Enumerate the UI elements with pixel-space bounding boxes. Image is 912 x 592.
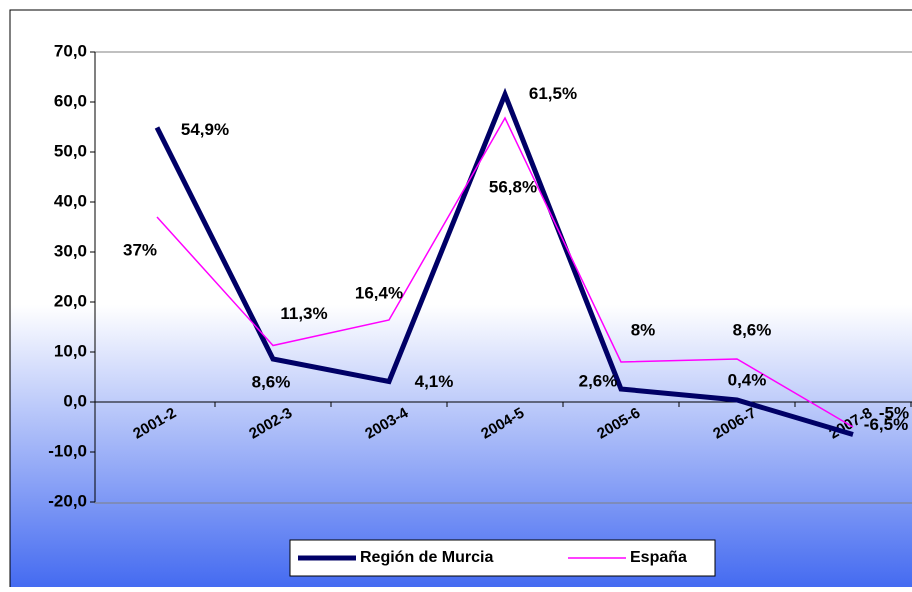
y-tick-label: 30,0 bbox=[54, 241, 87, 260]
data-label: 8,6% bbox=[252, 372, 291, 391]
y-tick-label: -10,0 bbox=[48, 441, 87, 460]
legend-label: España bbox=[630, 549, 687, 566]
y-tick-label: 60,0 bbox=[54, 91, 87, 110]
series-line bbox=[156, 116, 854, 428]
data-label: 56,8% bbox=[489, 177, 537, 196]
data-label: 8,6% bbox=[733, 320, 772, 339]
data-label: 61,5% bbox=[529, 84, 577, 103]
data-label: 54,9% bbox=[181, 120, 229, 139]
y-tick-label: 0,0 bbox=[63, 391, 87, 410]
y-tick-label: 10,0 bbox=[54, 341, 87, 360]
y-tick-label: 50,0 bbox=[54, 141, 87, 160]
chart-area bbox=[9, 9, 912, 592]
data-label: -5% bbox=[879, 403, 909, 422]
data-label: 8% bbox=[631, 320, 656, 339]
data-label: 2,6% bbox=[579, 371, 618, 390]
legend-label: Región de Murcia bbox=[360, 549, 493, 566]
data-label: -6,5% bbox=[864, 415, 908, 434]
y-tick-label: -20,0 bbox=[48, 491, 87, 510]
y-tick-label: 20,0 bbox=[54, 291, 87, 310]
data-label: 37% bbox=[123, 240, 157, 259]
data-label: 16,4% bbox=[355, 283, 403, 302]
legend-box bbox=[289, 539, 716, 577]
data-label: 11,3% bbox=[280, 304, 327, 323]
series-line bbox=[154, 87, 854, 437]
data-label: 0,4% bbox=[728, 370, 767, 389]
y-tick-label: 40,0 bbox=[54, 191, 87, 210]
data-label: 4,1% bbox=[415, 372, 454, 391]
y-tick-label: 70,0 bbox=[54, 41, 87, 60]
